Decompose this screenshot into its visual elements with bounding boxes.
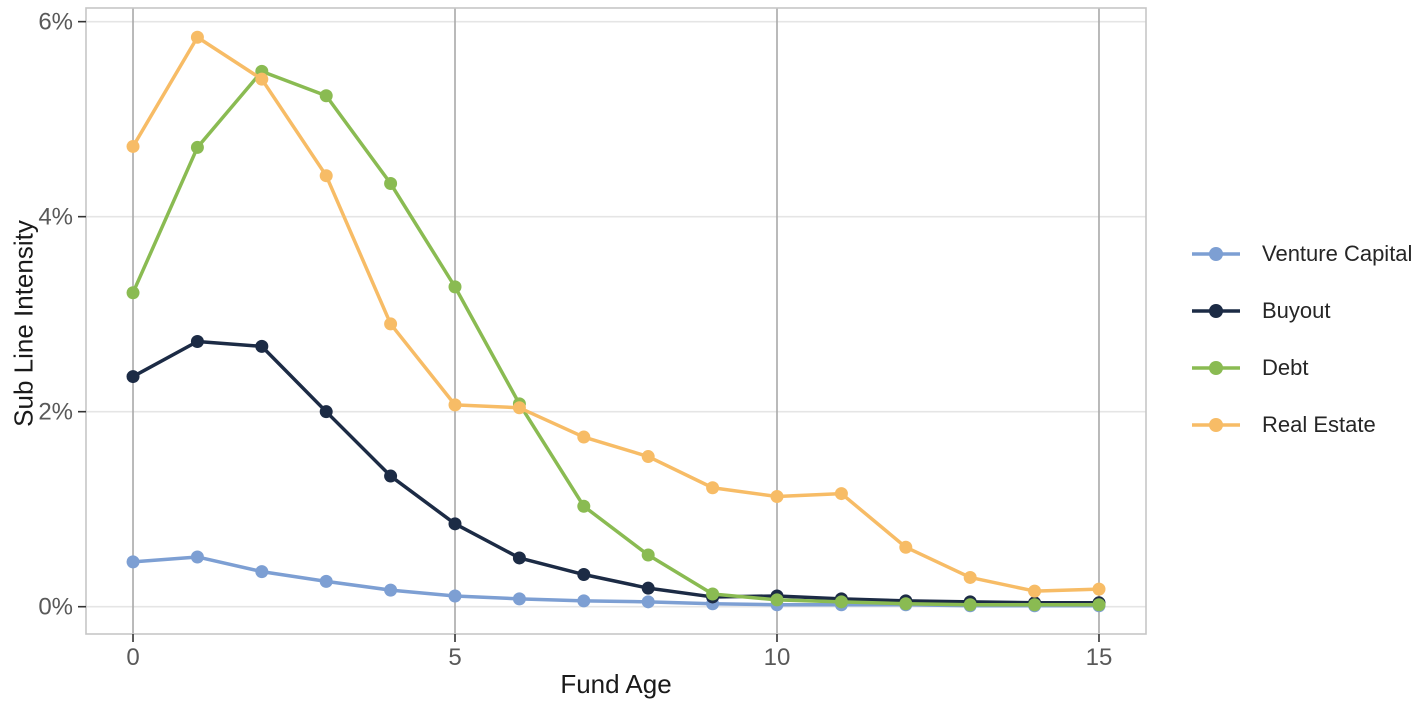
series-point-buyout-7 [577, 568, 591, 582]
series-point-buyout-5 [448, 517, 462, 531]
series-point-venture-capital-0 [126, 555, 140, 569]
series-point-real-estate-3 [319, 169, 333, 183]
y-tick-label-6%: 6% [38, 9, 73, 36]
series-point-debt-14 [1028, 598, 1042, 612]
series-point-buyout-2 [255, 339, 269, 353]
x-axis-title: Fund Age [560, 669, 672, 699]
x-tick-label-15: 15 [1086, 644, 1113, 671]
y-tick-label-2%: 2% [38, 399, 73, 426]
series-point-buyout-1 [190, 334, 204, 348]
legend-item-debt: Debt [1180, 339, 1412, 396]
series-line-real-estate [131, 35, 1101, 593]
series-point-real-estate-1 [190, 30, 204, 44]
series-point-real-estate-5 [448, 398, 462, 412]
series-point-venture-capital-5 [448, 589, 462, 603]
series-point-buyout-3 [319, 405, 333, 419]
series-point-venture-capital-7 [577, 594, 591, 608]
series-point-debt-3 [319, 89, 333, 103]
series-line-debt [131, 69, 1101, 607]
legend-key-icon-buyout [1192, 303, 1240, 318]
legend-key-icon-real-estate [1192, 417, 1240, 432]
series-point-buyout-0 [126, 370, 140, 384]
series-point-debt-10 [770, 593, 784, 607]
series-point-debt-4 [384, 177, 398, 191]
x-tick-label-10: 10 [764, 644, 791, 671]
series-point-debt-15 [1092, 598, 1106, 612]
legend: Venture Capital Buyout Debt Real Estate [1180, 225, 1412, 453]
legend-item-real-estate: Real Estate [1180, 396, 1412, 453]
series-point-real-estate-6 [512, 401, 526, 415]
series-point-venture-capital-8 [641, 595, 655, 609]
series-point-real-estate-7 [577, 430, 591, 444]
series-point-venture-capital-1 [190, 550, 204, 564]
series-point-debt-8 [641, 548, 655, 562]
legend-label-debt: Debt [1262, 354, 1309, 380]
series-point-real-estate-9 [706, 481, 720, 495]
series-point-real-estate-15 [1092, 582, 1106, 596]
series-point-real-estate-2 [255, 72, 269, 86]
series-point-real-estate-4 [384, 317, 398, 331]
series-point-buyout-6 [512, 551, 526, 565]
legend-label-buyout: Buyout [1262, 297, 1331, 323]
legend-label-venture-capital: Venture Capital [1262, 240, 1413, 266]
legend-item-buyout: Buyout [1180, 282, 1412, 339]
series-point-real-estate-12 [899, 540, 913, 554]
y-axis-title: Sub Line Intensity [8, 220, 39, 427]
legend-label-real-estate: Real Estate [1262, 411, 1376, 437]
series-point-real-estate-13 [963, 570, 977, 584]
series-point-debt-7 [577, 499, 591, 513]
series-point-real-estate-10 [770, 490, 784, 504]
series-point-real-estate-8 [641, 450, 655, 464]
y-tick-label-4%: 4% [38, 204, 73, 231]
legend-key-icon-venture-capital [1192, 246, 1240, 261]
x-tick-label-5: 5 [448, 644, 461, 671]
series-point-debt-1 [190, 140, 204, 154]
plot-border [85, 7, 1147, 635]
series-line-buyout [131, 339, 1101, 605]
series-point-debt-12 [899, 597, 913, 611]
series-point-buyout-4 [384, 469, 398, 483]
series-point-real-estate-11 [834, 487, 848, 501]
series-point-real-estate-14 [1028, 584, 1042, 598]
series-point-venture-capital-2 [255, 565, 269, 579]
series-point-debt-5 [448, 280, 462, 294]
series-point-venture-capital-3 [319, 574, 333, 588]
legend-item-venture-capital: Venture Capital [1180, 225, 1412, 282]
legend-key-icon-debt [1192, 360, 1240, 375]
y-tick-label-0%: 0% [38, 594, 73, 621]
x-tick-label-0: 0 [126, 644, 139, 671]
series-point-real-estate-0 [126, 139, 140, 153]
series-point-debt-13 [963, 598, 977, 612]
series-point-venture-capital-4 [384, 583, 398, 597]
series-point-debt-0 [126, 286, 140, 300]
series-point-buyout-8 [641, 581, 655, 595]
series-point-debt-9 [706, 587, 720, 601]
series-point-debt-11 [834, 595, 848, 609]
series-point-venture-capital-6 [512, 592, 526, 606]
